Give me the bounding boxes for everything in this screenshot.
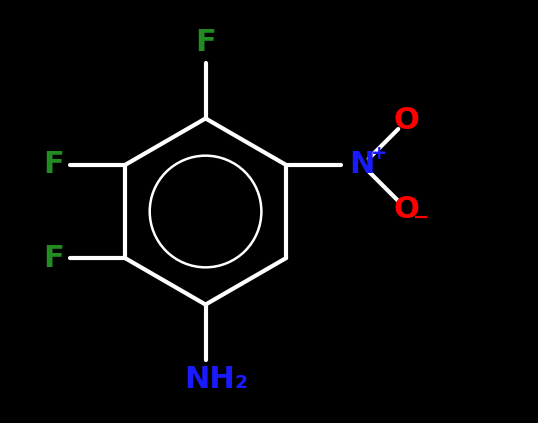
Text: −: − [413, 209, 430, 227]
Text: NH₂: NH₂ [184, 365, 248, 394]
Text: O: O [394, 106, 420, 135]
Text: F: F [43, 151, 63, 179]
Text: O: O [394, 195, 420, 224]
Text: F: F [195, 28, 216, 57]
Text: N: N [350, 151, 375, 179]
Text: +: + [371, 144, 387, 162]
Text: F: F [43, 244, 63, 272]
